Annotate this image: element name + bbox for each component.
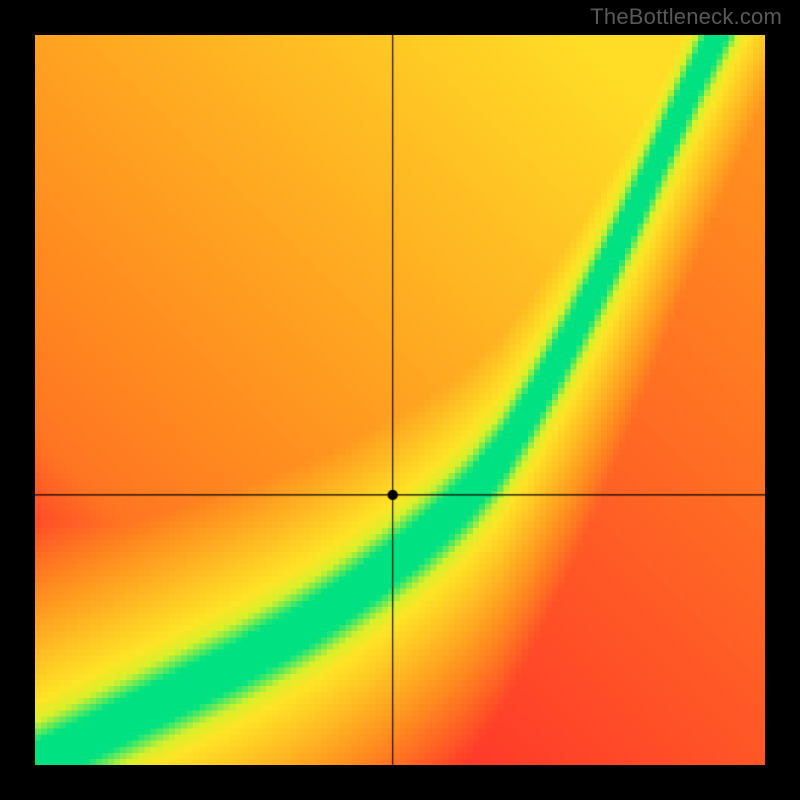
crosshair-overlay xyxy=(35,35,765,765)
watermark-text: TheBottleneck.com xyxy=(590,4,782,30)
chart-wrapper: TheBottleneck.com xyxy=(0,0,800,800)
